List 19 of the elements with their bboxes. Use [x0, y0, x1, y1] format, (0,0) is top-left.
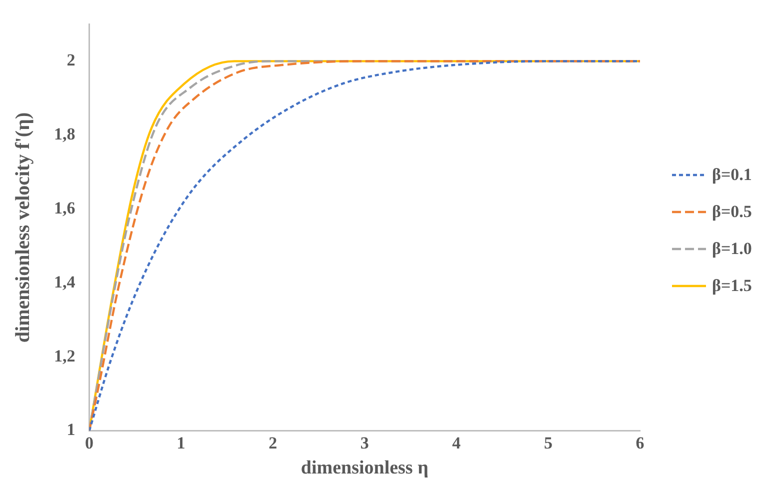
- legend-label: β=0.1: [712, 165, 752, 185]
- y-axis-title: dimensionless velocity f'(η): [12, 112, 34, 343]
- x-axis-title: dimensionless η: [300, 458, 428, 479]
- y-tick-label: 1,8: [54, 124, 76, 144]
- legend-label: β=1.0: [712, 239, 752, 259]
- x-tick-label: 3: [360, 433, 369, 452]
- legend-label: β=1.5: [712, 276, 752, 296]
- x-tick-label: 5: [544, 433, 552, 452]
- x-tick-label: 2: [268, 433, 278, 452]
- y-tick-label: 1,6: [54, 198, 76, 218]
- x-tick-label: 4: [452, 433, 462, 452]
- y-tick-label: 1: [66, 420, 76, 440]
- y-tick-label: 2: [66, 50, 76, 70]
- y-tick-label: 1,2: [54, 346, 76, 366]
- x-tick-label: 1: [176, 433, 186, 452]
- x-tick-label: 0: [85, 433, 94, 452]
- x-tick-label: 6: [636, 433, 644, 452]
- y-tick-label: 1,4: [54, 272, 76, 292]
- legend-label: β=0.5: [712, 202, 752, 222]
